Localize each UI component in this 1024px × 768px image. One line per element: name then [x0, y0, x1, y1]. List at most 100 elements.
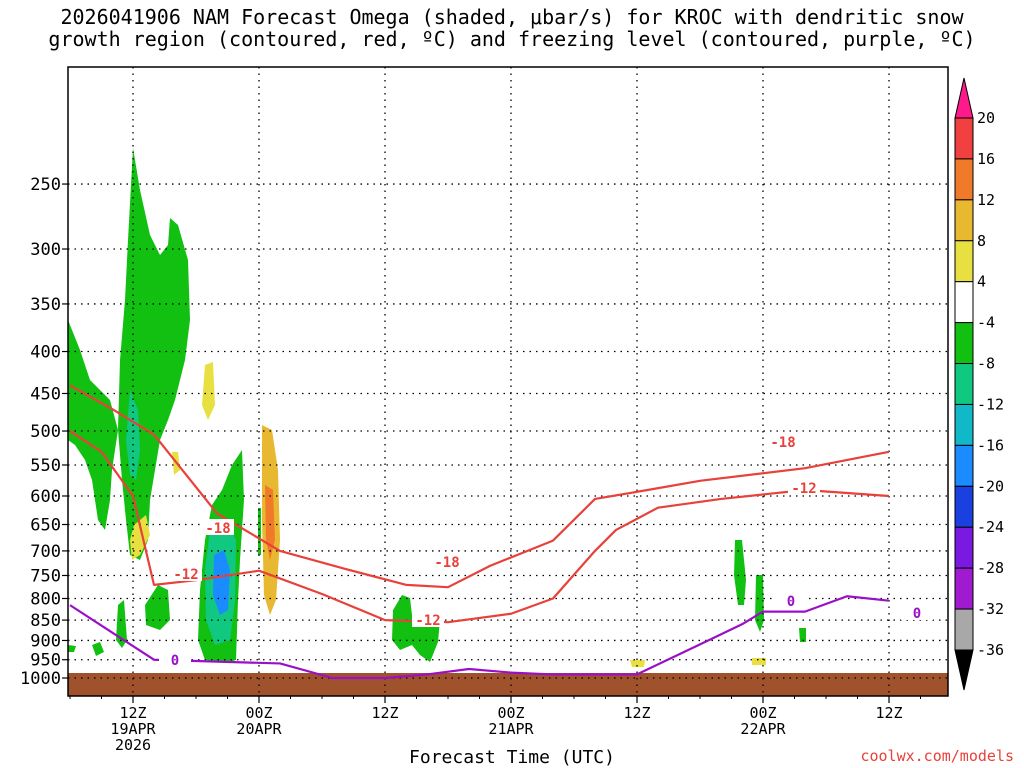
contour-label: -12 [791, 481, 816, 497]
contour-dgz-0 [69, 384, 890, 589]
colorbar-swatch [954, 485, 974, 528]
plot-area: -18 -12 -18 -12 -18 -12 0 0 0 [68, 67, 948, 696]
x-tick-label: 00Z [497, 704, 524, 722]
x-tick-label: 12Z [875, 704, 902, 722]
colorbar-label: -36 [977, 641, 1004, 659]
x-tick-label: 20APR [236, 720, 282, 738]
y-tick-label: 600 [30, 487, 61, 507]
colorbar-label: 16 [977, 150, 995, 168]
colorbar-label: -28 [977, 559, 1004, 577]
contour-label-bg [202, 519, 234, 535]
x-tick-label: 21APR [488, 720, 534, 738]
colorbar-label: -4 [977, 314, 995, 332]
contour-label: 0 [913, 606, 921, 622]
omega-shade-1 [68, 320, 118, 530]
omega-shade-18 [755, 575, 764, 632]
contour-label-bg [431, 553, 463, 569]
colorbar-swatch [954, 322, 974, 365]
contour-label: -12 [415, 613, 440, 629]
colorbar-label: 20 [977, 109, 995, 127]
contour-dgz-1 [69, 430, 890, 624]
contour-label-bg [159, 651, 191, 667]
contour-label: 0 [171, 653, 179, 669]
x-tick-label: 19APR [110, 720, 156, 738]
contour-label: -18 [770, 435, 795, 451]
omega-shade-16 [392, 595, 440, 662]
contour-label: 0 [787, 594, 795, 610]
omega-shade-19 [799, 628, 806, 642]
x-axis-label: Forecast Time (UTC) [409, 747, 615, 768]
omega-shade-10 [202, 362, 215, 420]
title-line-2: growth region (contoured, red, ºC) and f… [48, 27, 976, 51]
colorbar-top-arrow [954, 77, 974, 119]
colorbar-swatch [954, 281, 974, 324]
x-tick-label: 22APR [740, 720, 786, 738]
colorbar-label: -20 [977, 477, 1004, 495]
y-tick-label: 950 [30, 651, 61, 671]
colorbar-label: -16 [977, 436, 1004, 454]
y-tick-label: 700 [30, 542, 61, 562]
contour-label: -18 [434, 555, 459, 571]
contour-label-bg [788, 479, 820, 495]
omega-shade-20 [752, 658, 766, 665]
colorbar-bottom-arrow [954, 649, 974, 691]
contour-label-bg [412, 611, 444, 627]
colorbar-swatch [954, 403, 974, 446]
y-tick-label: 250 [30, 175, 61, 195]
colorbar-label: 4 [977, 273, 986, 291]
x-tick-label: 12Z [371, 704, 398, 722]
omega-shade-21 [630, 660, 645, 667]
contour-label-bg [775, 592, 807, 608]
x-tick-label: 00Z [749, 704, 776, 722]
plot-frame [67, 66, 949, 697]
chart-title: 2026041906 NAM Forecast Omega (shaded, μ… [0, 6, 1024, 50]
y-tick-label: 300 [30, 240, 61, 260]
contour-label: -12 [173, 567, 198, 583]
y-tick-label: 800 [30, 589, 61, 609]
omega-shade-9 [68, 645, 76, 652]
x-tick-label: 2026 [115, 736, 151, 754]
title-line-1: 2026041906 NAM Forecast Omega (shaded, μ… [60, 5, 964, 29]
y-tick-label: 450 [30, 384, 61, 404]
ground-surface [68, 673, 948, 696]
x-tick-label: 12Z [623, 704, 650, 722]
omega-shade-14 [265, 485, 275, 560]
y-tick-label: 500 [30, 422, 61, 442]
colorbar-swatch [954, 199, 974, 242]
contour-label: -18 [205, 521, 230, 537]
y-tick-label: 650 [30, 516, 61, 536]
colorbar-label: 8 [977, 232, 986, 250]
y-tick-label: 900 [30, 631, 61, 651]
y-tick-label: 350 [30, 295, 61, 315]
y-tick-label: 850 [30, 611, 61, 631]
colorbar-swatch [954, 240, 974, 283]
omega-shade-6 [145, 585, 170, 630]
contour-label-bg [170, 565, 202, 581]
colorbar-label: -24 [977, 518, 1004, 536]
x-tick-label: 00Z [245, 704, 272, 722]
y-tick-label: 400 [30, 343, 61, 363]
omega-shade-11 [130, 515, 150, 560]
colorbar-swatch [954, 363, 974, 405]
y-tick-label: 1000 [20, 669, 61, 689]
omega-shade-8 [92, 642, 104, 656]
colorbar-swatch [954, 158, 974, 201]
colorbar-label: 12 [977, 191, 995, 209]
x-tick-label: 12Z [119, 704, 146, 722]
credit-link[interactable]: coolwx.com/models [860, 747, 1014, 765]
contour-label-bg [901, 604, 933, 620]
omega-shade-2 [126, 390, 140, 480]
colorbar-label: -32 [977, 600, 1004, 618]
colorbar-swatch [954, 567, 974, 610]
colorbar-swatch [954, 117, 974, 160]
contour-freezing-level-2 [69, 595, 890, 680]
contour-label-bg [767, 433, 799, 449]
colorbar-swatch [954, 608, 974, 651]
omega-shade-5 [213, 550, 230, 615]
y-tick-label: 550 [30, 456, 61, 476]
omega-shade-17 [734, 540, 746, 605]
colorbar-swatch [954, 444, 974, 487]
gridlines [68, 67, 948, 696]
colorbar-label: -12 [977, 395, 1004, 413]
